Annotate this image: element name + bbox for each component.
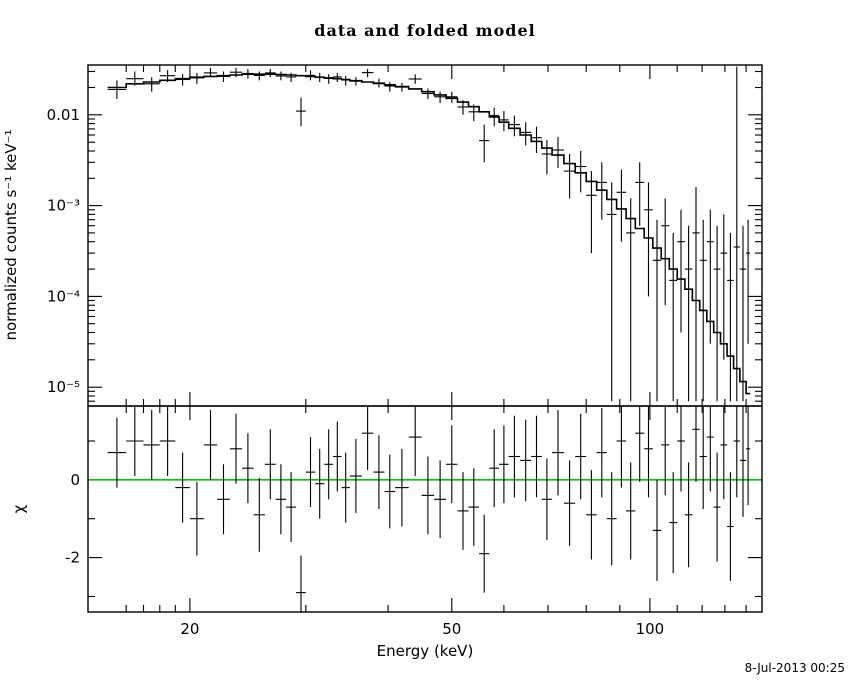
residual-axis-label: χ <box>10 504 28 513</box>
svg-text:0.01: 0.01 <box>47 106 80 124</box>
axis-ticks <box>88 65 762 612</box>
residuals-panel-frame <box>87 405 763 613</box>
timestamp: 8-Jul-2013 00:25 <box>745 661 845 675</box>
svg-text:-2: -2 <box>65 549 80 567</box>
svg-text:10⁻⁴: 10⁻⁴ <box>47 287 80 305</box>
y-axis-label: normalized counts s⁻¹ keV⁻¹ <box>2 129 20 340</box>
spectrum-data-layer <box>107 66 751 402</box>
residual-errorbars <box>107 406 751 612</box>
svg-text:100: 100 <box>636 620 665 638</box>
svg-text:10⁻⁵: 10⁻⁵ <box>47 378 80 396</box>
tick-labels: 20 50 100 0.01 10⁻³ 10⁻⁴ 10⁻⁵ 0 -2 <box>47 106 665 638</box>
svg-text:10⁻³: 10⁻³ <box>47 197 80 215</box>
x-axis-label: Energy (keV) <box>377 642 474 660</box>
svg-text:20: 20 <box>180 620 199 638</box>
chart-layer: 20 50 100 0.01 10⁻³ 10⁻⁴ 10⁻⁵ 0 -2 <box>47 64 763 638</box>
spectrum-errorbars <box>107 66 751 402</box>
spectrum-panel-frame <box>87 64 763 407</box>
model-line <box>107 73 751 395</box>
svg-text:0: 0 <box>70 471 80 489</box>
svg-text:50: 50 <box>442 620 461 638</box>
residuals-data-layer <box>88 406 762 612</box>
chart-title: data and folded model <box>314 21 535 40</box>
